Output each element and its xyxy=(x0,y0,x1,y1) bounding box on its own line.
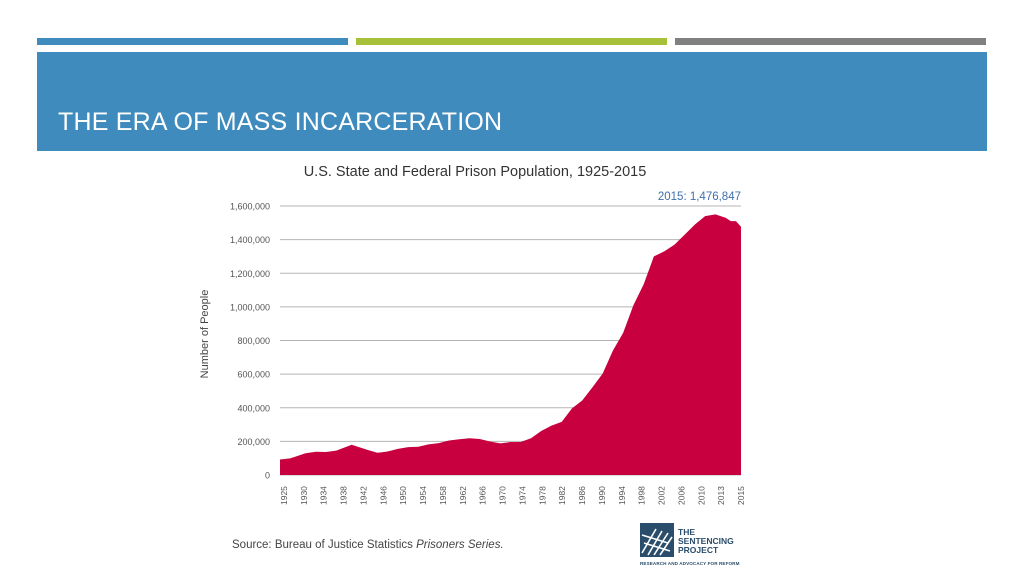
accent-bar-green xyxy=(356,38,667,45)
x-tick-label: 1990 xyxy=(597,486,607,505)
x-tick-label: 1994 xyxy=(617,486,627,505)
accent-bar-gray xyxy=(675,38,986,45)
x-tick-label: 1974 xyxy=(517,486,527,505)
x-tick-label: 1986 xyxy=(577,486,587,505)
y-tick-label: 1,200,000 xyxy=(230,269,270,279)
x-tick-label: 1934 xyxy=(319,486,329,505)
x-tick-label: 2015 xyxy=(736,486,746,505)
y-tick-label: 1,600,000 xyxy=(230,202,270,212)
x-tick-label: 1998 xyxy=(637,486,647,505)
x-tick-label: 1950 xyxy=(398,486,408,505)
logo-tagline: RESEARCH AND ADVOCACY FOR REFORM xyxy=(640,561,740,566)
logo-line-2: SENTENCING xyxy=(678,536,734,546)
y-tick-label: 600,000 xyxy=(237,370,270,380)
y-tick-label: 400,000 xyxy=(237,403,270,413)
y-tick-label: 0 xyxy=(265,471,270,481)
x-tick-label: 1966 xyxy=(478,486,488,505)
y-tick-label: 1,400,000 xyxy=(230,235,270,245)
logo-line-3: PROJECT xyxy=(678,545,719,555)
x-axis-ticks: 1925 1930 1934 1938 1942 1946 1950 1954 1958 1962… xyxy=(279,486,746,505)
accent-bar-blue xyxy=(37,38,348,45)
x-tick-label: 2013 xyxy=(716,486,726,505)
x-tick-label: 1938 xyxy=(339,486,349,505)
x-tick-label: 1942 xyxy=(359,486,369,505)
logo-wordmark: THE SENTENCING PROJECT xyxy=(678,528,734,555)
y-tick-label: 200,000 xyxy=(237,437,270,447)
source-series: Prisoners Series. xyxy=(416,539,504,551)
sentencing-project-logo-icon xyxy=(640,523,674,557)
x-tick-label: 2010 xyxy=(696,486,706,505)
chart-title: U.S. State and Federal Prison Population… xyxy=(304,164,647,180)
y-tick-label: 800,000 xyxy=(237,336,270,346)
x-tick-label: 1978 xyxy=(537,486,547,505)
title-banner: THE ERA OF MASS INCARCERATION xyxy=(37,52,987,151)
source-note: Source: Bureau of Justice Statistics Pri… xyxy=(232,539,504,551)
x-tick-label: 1982 xyxy=(557,486,567,505)
prison-population-area xyxy=(280,214,741,475)
y-tick-label: 1,000,000 xyxy=(230,302,270,312)
logo-line-1: THE xyxy=(678,527,695,537)
x-tick-label: 1958 xyxy=(438,486,448,505)
source-text: Source: Bureau of Justice Statistics xyxy=(232,539,417,551)
annotation-2015: 2015: 1,476,847 xyxy=(658,191,741,203)
sentencing-project-logo: THE SENTENCING PROJECT RESEARCH AND ADVO… xyxy=(640,522,750,570)
x-tick-label: 1930 xyxy=(299,486,309,505)
x-tick-label: 2002 xyxy=(657,486,667,505)
x-tick-label: 1970 xyxy=(498,486,508,505)
x-tick-label: 1925 xyxy=(279,486,289,505)
y-axis-ticks: 0 200,000 400,000 600,000 800,000 1,000,000 1,… xyxy=(230,202,270,481)
y-axis-label: Number of People xyxy=(199,290,211,379)
slide-title: THE ERA OF MASS INCARCERATION xyxy=(58,108,503,136)
x-tick-label: 1962 xyxy=(458,486,468,505)
x-tick-label: 2006 xyxy=(676,486,686,505)
x-tick-label: 1946 xyxy=(378,486,388,505)
x-tick-label: 1954 xyxy=(418,486,428,505)
